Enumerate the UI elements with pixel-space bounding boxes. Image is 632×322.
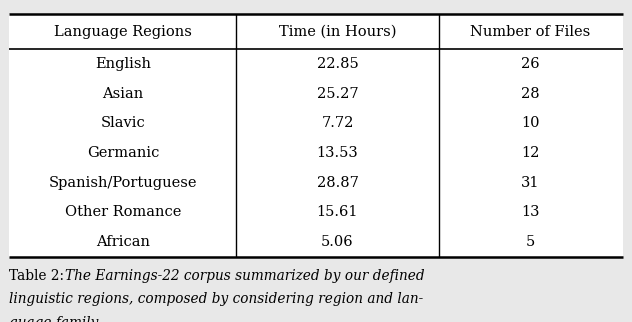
Text: The Earnings-22 corpus summarized by our defined: The Earnings-22 corpus summarized by our… (65, 269, 425, 283)
Text: 7.72: 7.72 (321, 116, 354, 130)
Text: 26: 26 (521, 57, 540, 71)
Text: 5.06: 5.06 (321, 235, 354, 249)
Text: guage family.: guage family. (9, 316, 102, 322)
Text: 28: 28 (521, 87, 540, 101)
Text: African: African (96, 235, 150, 249)
Text: Table 2:: Table 2: (9, 269, 73, 283)
Text: 31: 31 (521, 175, 540, 190)
Text: 13.53: 13.53 (317, 146, 358, 160)
Text: Number of Files: Number of Files (470, 25, 591, 39)
Text: 12: 12 (521, 146, 540, 160)
Text: 22.85: 22.85 (317, 57, 358, 71)
Text: Germanic: Germanic (87, 146, 159, 160)
Text: Other Romance: Other Romance (64, 205, 181, 219)
Text: 15.61: 15.61 (317, 205, 358, 219)
Text: 10: 10 (521, 116, 540, 130)
Text: Asian: Asian (102, 87, 143, 101)
Text: English: English (95, 57, 151, 71)
Text: linguistic regions, composed by considering region and lan-: linguistic regions, composed by consider… (9, 292, 423, 306)
Bar (9, 14, 623, 257)
Text: 25.27: 25.27 (317, 87, 358, 101)
Text: 28.87: 28.87 (317, 175, 358, 190)
Text: 5: 5 (526, 235, 535, 249)
Text: Spanish/Portuguese: Spanish/Portuguese (49, 175, 197, 190)
Text: Language Regions: Language Regions (54, 25, 192, 39)
Text: Slavic: Slavic (100, 116, 145, 130)
Text: 13: 13 (521, 205, 540, 219)
Text: Time (in Hours): Time (in Hours) (279, 25, 396, 39)
